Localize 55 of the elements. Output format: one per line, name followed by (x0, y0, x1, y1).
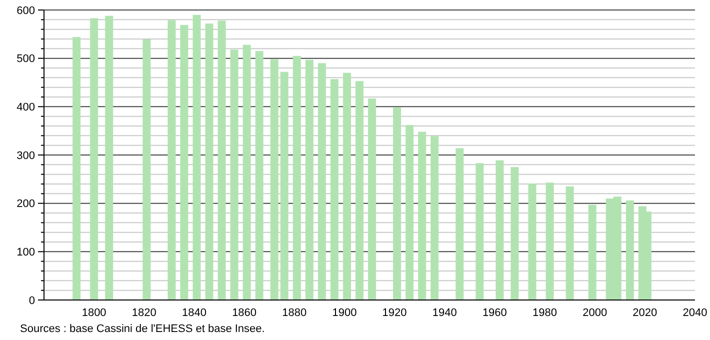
bar (355, 81, 364, 300)
x-tick-label: 1920 (382, 307, 407, 319)
x-tick-label: 1840 (182, 307, 206, 319)
x-tick-label: 1900 (332, 307, 357, 319)
bar (546, 182, 554, 300)
bar (456, 148, 464, 300)
bar (528, 184, 536, 300)
x-tick-label: 2040 (682, 307, 708, 319)
source-note: Sources : base Cassini de l'EHESS et base Insee. (20, 323, 265, 335)
y-tick-label: 0 (28, 294, 35, 307)
bar (142, 39, 151, 300)
bar (418, 132, 426, 300)
x-tick-label: 1980 (532, 307, 558, 319)
bar (192, 14, 201, 300)
bar (430, 136, 439, 300)
x-tick-label: 1800 (82, 307, 106, 319)
bar (626, 200, 634, 300)
bar (406, 125, 414, 300)
y-tick-label: 200 (16, 198, 35, 210)
bar (270, 59, 278, 300)
x-tick-label: 1860 (232, 307, 257, 319)
bar (218, 20, 226, 300)
bar (305, 60, 314, 300)
x-tick-label: 1880 (282, 307, 307, 319)
bar (476, 163, 484, 300)
bar (230, 50, 238, 300)
bar (242, 44, 251, 300)
bar (280, 72, 288, 300)
bar (510, 167, 519, 300)
x-tick-label: 2000 (582, 307, 608, 319)
x-tick-label: 1940 (432, 307, 457, 319)
y-tick-label: 500 (16, 53, 35, 66)
bar (318, 63, 326, 300)
bar (205, 24, 214, 300)
bar (368, 98, 376, 300)
bar (72, 37, 81, 300)
bar (292, 56, 301, 300)
bar (180, 24, 188, 300)
bar (566, 186, 574, 300)
y-tick-label: 300 (16, 150, 35, 162)
y-tick-label: 400 (16, 102, 35, 114)
x-tick-label: 1960 (482, 307, 507, 319)
x-tick-label: 1820 (132, 307, 156, 319)
bar (330, 79, 338, 300)
x-tick-label: 2020 (632, 307, 658, 319)
bar (496, 160, 504, 300)
y-tick-label: 100 (16, 246, 35, 259)
bar (588, 204, 596, 300)
bar (255, 51, 264, 300)
bar (90, 18, 98, 300)
y-tick-label: 600 (16, 4, 35, 17)
bar (393, 107, 402, 300)
bar (342, 72, 351, 300)
bar (105, 16, 114, 300)
bar (168, 20, 176, 300)
